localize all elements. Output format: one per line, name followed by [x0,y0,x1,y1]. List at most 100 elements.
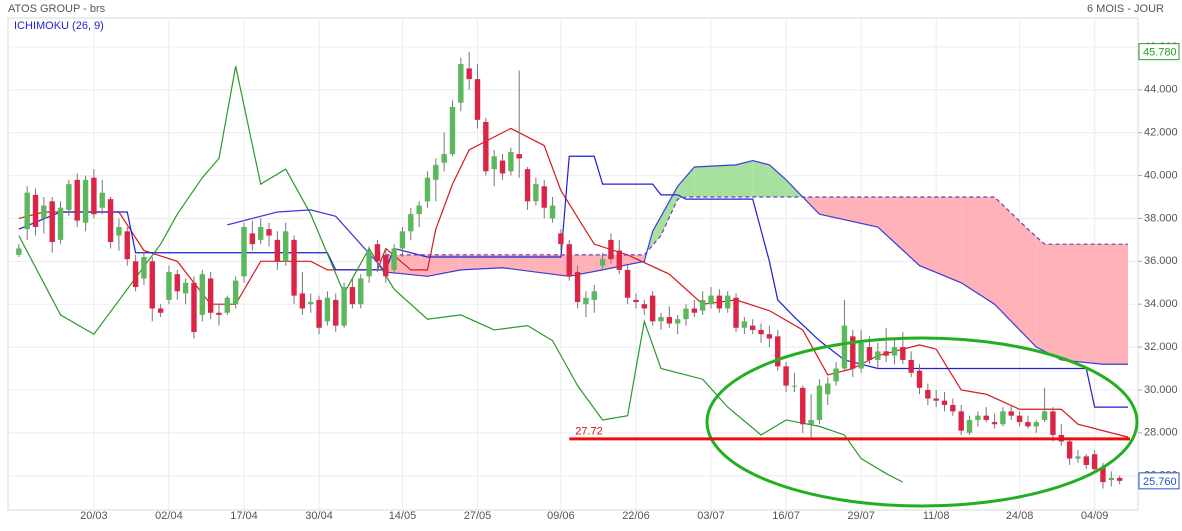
cloud-segment [535,254,570,277]
candle-body [758,329,764,335]
candle-body [916,370,923,388]
indicator-line [18,155,1128,408]
candle-body [800,387,806,425]
candle-body [449,106,456,155]
candle-body [408,214,414,232]
cloud-segment [1102,244,1128,365]
candle-body [266,229,272,236]
candle-body [124,231,130,260]
candle-body [783,366,789,386]
candle-body [74,179,80,221]
chart-title: ATOS GROUP - brs [8,3,106,15]
cloud-segment [460,254,503,270]
price-badge-label: 45.780 [1143,47,1177,59]
candle-body [1116,477,1123,481]
candle-body [66,184,72,210]
y-tick-label: 34.000 [1144,298,1178,310]
indicator-line [385,196,1128,256]
candle-body [900,347,906,360]
x-tick-label: 04/09 [1081,510,1109,522]
candle-body [316,299,322,328]
candle-body [257,227,264,240]
candle-body [858,342,864,369]
candle-body [850,336,856,369]
candle-body [658,317,664,322]
candle-body [16,248,22,255]
candle-body [925,389,931,399]
cloud-segment [1036,236,1045,352]
candle-body [1041,411,1048,420]
candle-body [99,192,105,208]
cloud-segment [961,197,995,305]
cloud-segment [736,160,753,198]
x-tick-label: 24/08 [1006,510,1034,522]
candle-body [182,282,189,294]
candle-body [416,205,422,215]
candle-body [766,334,773,339]
x-tick-label: 16/07 [772,510,800,522]
candle-body [683,308,689,320]
candle-body [199,274,206,315]
candle-body [591,291,597,300]
cloud-segment [502,254,536,273]
candle-body [741,321,748,328]
candle-body [524,169,531,202]
y-tick-label: 42.000 [1144,127,1178,139]
candle-body [958,411,964,431]
candle-body [483,121,489,172]
candle-body [841,325,848,369]
candle-body [616,250,622,270]
candle-body [1050,411,1056,435]
candle-body [241,227,247,277]
candle-body [116,227,122,236]
candle-body [608,239,614,260]
candle-body [474,79,481,120]
candle-body [424,177,431,202]
candle-body [174,274,180,292]
candle-body [216,312,222,315]
cloud-segment [652,216,661,246]
candle-body [941,400,948,405]
candle-body [1108,477,1115,480]
candle-body [91,177,97,215]
candle-body [866,347,873,360]
candle-body [808,419,814,425]
candle-body [491,156,497,170]
candle-body [82,179,89,223]
candle-body [666,317,673,324]
x-tick-label: 14/05 [389,510,417,522]
candle-body [891,347,898,356]
candle-body [950,404,956,412]
candle-body [391,248,397,270]
candle-body [1033,422,1039,427]
candle-body [699,299,706,311]
cloud-segment [677,176,686,200]
x-tick-label: 02/04 [155,510,183,522]
candle-body [324,297,331,322]
x-tick-label: 29/07 [847,510,875,522]
candle-body [32,194,39,228]
candle-body [49,201,55,243]
candle-body [291,239,297,296]
candle-body [641,304,648,309]
candle-body [1075,456,1081,459]
x-tick-label: 27/05 [464,510,492,522]
candle-body [633,299,639,303]
candle-body [1025,422,1031,427]
candle-body [649,295,656,322]
candle-body [283,231,289,262]
candle-body [249,233,256,245]
lines [18,66,1129,483]
candle-body [724,295,731,309]
candle-body [341,287,347,326]
candle-body [549,205,556,219]
candle-body [533,184,539,202]
candle-body [499,160,506,174]
candle-body [775,336,781,367]
candle-body [574,272,581,303]
candle-body [224,297,231,313]
y-tick-label: 38.000 [1144,212,1178,224]
candle-body [825,383,831,395]
candle-body [333,299,339,326]
